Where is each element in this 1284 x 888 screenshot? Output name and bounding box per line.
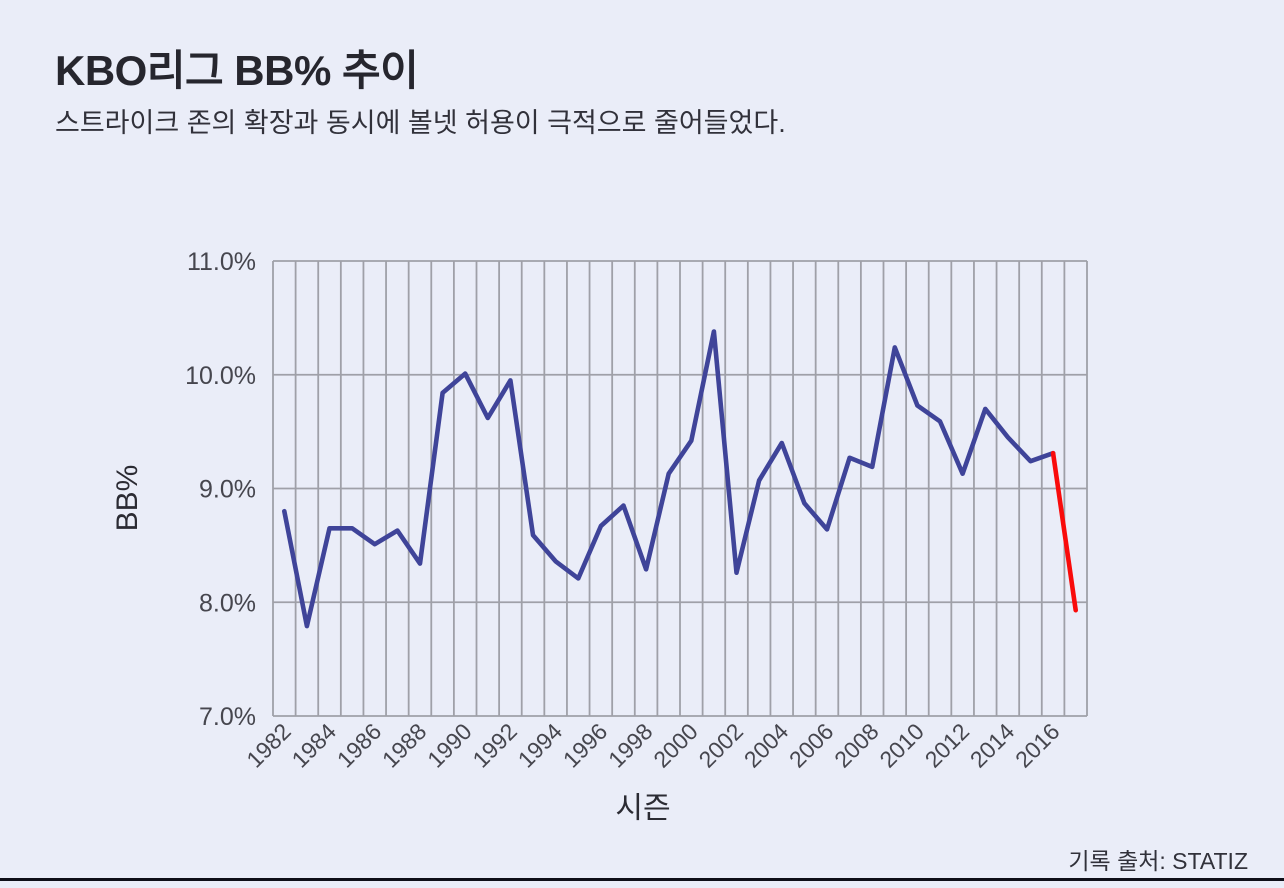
x-tick-label: 1992 [467, 718, 522, 773]
x-tick-label: 2002 [693, 718, 748, 773]
bb-series-line [282, 329, 1056, 629]
y-tick-label: 8.0% [199, 589, 256, 617]
x-axis-title: 시즌 [615, 792, 670, 825]
bb-highlight-segment [1050, 450, 1078, 613]
x-tick-label: 2014 [965, 718, 1020, 773]
x-tick-label: 2010 [874, 718, 929, 773]
x-tick-label: 2000 [648, 718, 703, 773]
chart-header: KBO리그 BB% 추이 스트라이크 존의 확장과 동시에 볼넷 허용이 극적으… [55, 44, 786, 139]
x-tick-label: 1998 [603, 718, 658, 773]
x-tick-label: 2008 [829, 718, 884, 773]
y-tick-label: 11.0% [187, 248, 256, 276]
source-credit: 기록 출처: STATIZ [1068, 848, 1248, 874]
y-axis-title: BB% [111, 465, 144, 532]
x-tick-label: 1994 [513, 718, 568, 773]
page-title: KBO리그 BB% 추이 [55, 47, 419, 94]
x-tick-label: 1986 [332, 718, 387, 773]
x-tick-label: 2006 [784, 718, 839, 773]
x-tick-label: 1988 [377, 718, 432, 773]
y-tick-label: 10.0% [185, 362, 256, 390]
x-tick-label: 2012 [920, 718, 975, 773]
x-tick-label: 1996 [558, 718, 613, 773]
y-tick-label: 7.0% [199, 703, 256, 731]
y-tick-label: 9.0% [199, 476, 256, 504]
x-tick-label: 2004 [739, 718, 794, 773]
x-tick-label: 1990 [422, 718, 477, 773]
x-tick-label: 1984 [286, 718, 341, 773]
bottom-divider [0, 878, 1284, 881]
page-subtitle: 스트라이크 존의 확장과 동시에 볼넷 허용이 극적으로 줄어들었다. [55, 107, 786, 138]
x-tick-label: 2016 [1010, 718, 1065, 773]
